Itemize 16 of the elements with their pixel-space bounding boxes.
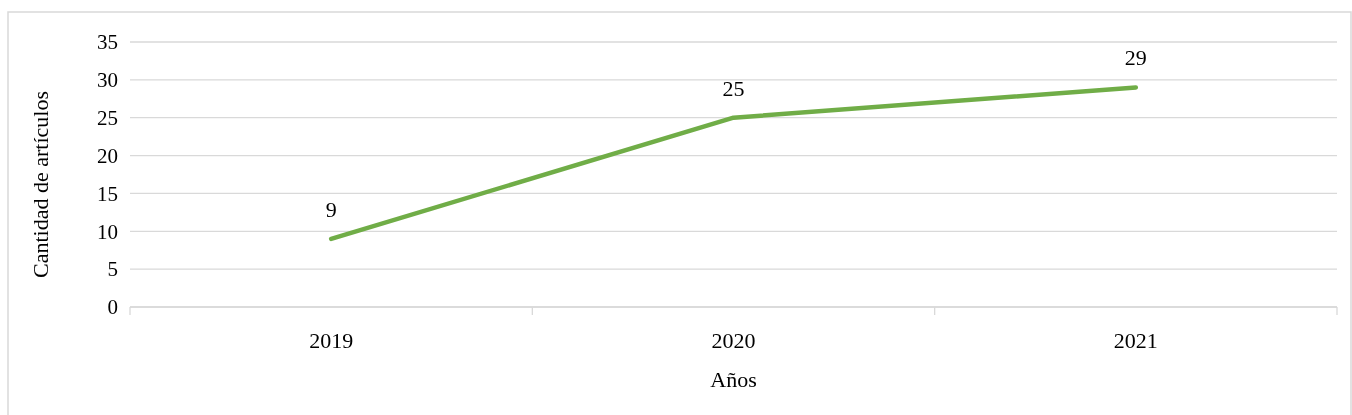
x-tick-label: 2020: [711, 328, 756, 353]
x-tick-label: 2021: [1113, 328, 1158, 353]
y-tick-label: 20: [97, 143, 118, 168]
y-tick-label: 25: [97, 106, 118, 131]
y-tick-label: 5: [107, 257, 118, 282]
y-tick-label: 0: [107, 295, 118, 320]
data-label: 9: [325, 196, 337, 222]
x-tick-label: 2019: [309, 328, 354, 353]
data-label: 25: [722, 75, 745, 101]
y-tick-label: 15: [97, 181, 118, 206]
y-tick-label: 30: [97, 68, 118, 93]
y-axis-title: Cantidad de artículos: [27, 91, 53, 278]
data-label: 29: [1124, 45, 1147, 71]
y-tick-label: 10: [97, 219, 118, 244]
y-tick-label: 35: [97, 30, 118, 55]
x-axis-title: Años: [710, 367, 757, 392]
